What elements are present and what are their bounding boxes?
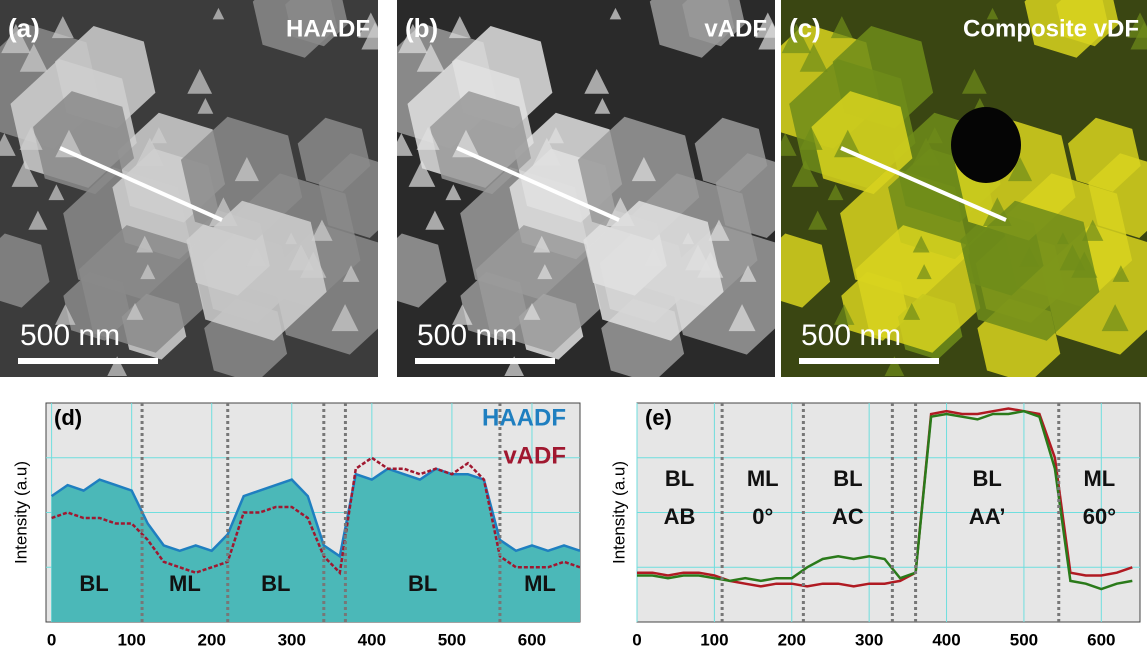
region-label: ML (524, 571, 556, 596)
region-label: BL (408, 571, 437, 596)
y-axis-label: Intensity (a.u) (609, 461, 628, 564)
chart-title: (d) (54, 405, 82, 430)
figure: 500 nm (a) HAADF 500 nm (b) vADF 500 nm (c) Comp… (0, 0, 1147, 657)
region-label: AC (832, 504, 864, 529)
scale-label: 500 nm (417, 319, 517, 352)
legend-entry: HAADF (482, 404, 566, 431)
region-label: 0° (752, 504, 773, 529)
scale-bar (18, 358, 158, 364)
hole (951, 107, 1021, 183)
region-label: BL (79, 571, 108, 596)
x-tick-label: 600 (1087, 630, 1115, 649)
x-tick-label: 300 (278, 630, 306, 649)
scale-label: 500 nm (801, 319, 901, 352)
micrograph: 500 nm (a) HAADF (0, 0, 402, 383)
x-tick-label: 100 (700, 630, 728, 649)
legend-entry: vADF (503, 442, 566, 469)
micrograph: 500 nm (b) vADF (374, 0, 799, 383)
region-label: BL (665, 466, 694, 491)
region-label: AB (664, 504, 696, 529)
panel-title: HAADF (286, 15, 370, 42)
x-tick-label: 500 (1010, 630, 1038, 649)
region-label: BL (973, 466, 1002, 491)
panel-label: (c) (789, 13, 821, 43)
micrograph: 500 nm (c) Composite vDF (758, 0, 1147, 383)
region-label: ML (1083, 466, 1115, 491)
x-tick-label: 300 (855, 630, 883, 649)
region-label: 60° (1083, 504, 1116, 529)
y-axis-label: Intensity (a.u) (11, 461, 30, 564)
x-tick-label: 400 (358, 630, 386, 649)
chart-title: (e) (645, 405, 672, 430)
panel-label: (b) (405, 13, 438, 43)
x-tick-label: 0 (47, 630, 56, 649)
x-tick-label: 600 (518, 630, 546, 649)
scale-label: 500 nm (20, 319, 120, 352)
x-tick-label: 200 (778, 630, 806, 649)
region-label: BL (261, 571, 290, 596)
x-tick-label: 200 (198, 630, 226, 649)
scale-bar (799, 358, 939, 364)
x-tick-label: 500 (438, 630, 466, 649)
panel-label: (a) (8, 13, 40, 43)
panel-title: Composite vDF (963, 15, 1139, 42)
x-tick-label: 400 (932, 630, 960, 649)
scale-bar (415, 358, 555, 364)
region-label: ML (747, 466, 779, 491)
region-label: AA’ (969, 504, 1006, 529)
panel-title: vADF (704, 15, 767, 42)
x-tick-label: 100 (117, 630, 145, 649)
region-label: ML (169, 571, 201, 596)
region-label: BL (833, 466, 862, 491)
x-tick-label: 0 (632, 630, 641, 649)
